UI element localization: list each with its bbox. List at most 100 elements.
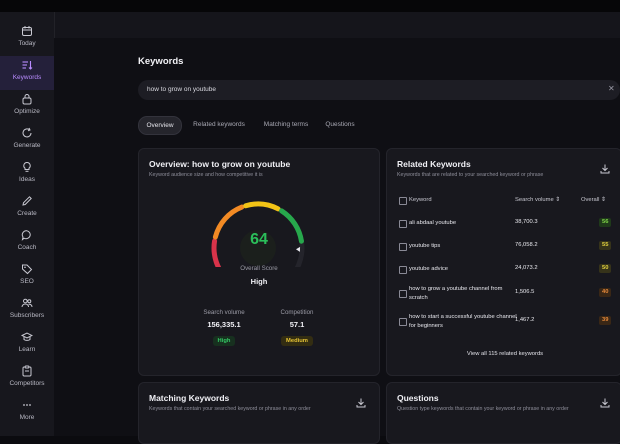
column-header-search-volume[interactable]: Search volume ⇕ <box>515 197 560 203</box>
sidebar-item-seo[interactable]: SEO <box>0 260 54 294</box>
sort-icon[interactable]: ⇕ <box>601 197 606 203</box>
keyword-cell[interactable]: ali abdaal youtube <box>409 220 457 226</box>
keyword-cell[interactable]: how to grow a youtube channel from scrat… <box>409 286 503 301</box>
page-title: Keywords <box>138 56 184 67</box>
sidebar-item-today[interactable]: Today <box>0 22 54 56</box>
lock-icon <box>22 94 32 105</box>
gauge-segment-yellow <box>211 201 305 267</box>
sidebar-item-label: More <box>19 414 35 421</box>
search-volume-label: Search volume <box>203 309 245 316</box>
overall-badge: 55 <box>599 240 612 250</box>
keyword-cell[interactable]: youtube tips <box>409 243 441 249</box>
overall-badge: 50 <box>599 263 612 273</box>
overview-subtitle: Keyword audience size and how competitiv… <box>149 172 263 178</box>
sidebar-item-generate[interactable]: Generate <box>0 124 54 158</box>
sidebar-item-coach[interactable]: Coach <box>0 226 54 260</box>
tab-questions[interactable]: Questions <box>325 121 355 128</box>
sidebar-item-subscribers[interactable]: Subscribers <box>0 294 54 328</box>
search-volume-stat: Search volume 156,335.1 High <box>189 309 259 347</box>
sidebar-item-label: Optimize <box>14 108 40 115</box>
sidebar-item-learn[interactable]: Learn <box>0 328 54 362</box>
sidebar-item-label: Generate <box>13 142 41 149</box>
main-content: Keywords how to grow on youtube ✕ Overvi… <box>54 38 620 444</box>
related-keywords-subtitle: Keywords that are related to your search… <box>397 172 544 178</box>
pencil-icon <box>22 196 32 206</box>
tab-overview[interactable]: Overview <box>138 116 182 135</box>
download-icon[interactable] <box>355 397 367 409</box>
questions-title: Questions <box>397 393 439 403</box>
overall-score-label: Overall Score <box>240 265 278 272</box>
sidebar-item-label: Subscribers <box>9 312 45 319</box>
sidebar-item-label: Today <box>18 40 36 47</box>
overview-title: Overview: how to grow on youtube <box>149 159 291 169</box>
row-checkbox[interactable] <box>399 318 407 326</box>
search-volume-badge: High <box>212 336 236 346</box>
sidebar-item-more[interactable]: More <box>0 396 54 430</box>
competition-label: Competition <box>280 309 314 316</box>
tab-matching-terms[interactable]: Matching terms <box>263 121 309 128</box>
overall-badge: 56 <box>599 217 612 227</box>
column-header-keyword[interactable]: Keyword <box>409 197 432 203</box>
column-header-overall[interactable]: Overall ⇕ <box>581 197 606 203</box>
row-checkbox[interactable] <box>399 243 407 251</box>
questions-subtitle: Question type keywords that contain your… <box>397 406 569 412</box>
dots-icon <box>23 404 31 406</box>
volume-cell: 1,506.5 <box>515 289 535 295</box>
sidebar-item-label: Ideas <box>19 176 35 183</box>
overview-card: Overview: how to grow on youtube Keyword… <box>138 148 380 376</box>
sidebar-item-label: Create <box>17 210 37 217</box>
view-all-related-button[interactable]: View all 115 related keywords <box>466 351 544 357</box>
sidebar-item-competitors[interactable]: Competitors <box>0 362 54 396</box>
search-input-value[interactable]: how to grow on youtube <box>147 86 217 93</box>
top-bar <box>54 12 620 38</box>
gauge-pointer <box>295 246 301 252</box>
competition-value: 57.1 <box>289 320 305 329</box>
matching-keywords-card: Matching Keywords Keywords that contain … <box>138 382 380 444</box>
calendar-icon <box>22 26 32 36</box>
volume-cell: 1,467.2 <box>515 317 535 323</box>
clipboard-icon <box>22 365 32 377</box>
chat-icon <box>21 230 31 241</box>
sidebar-item-label: SEO <box>20 278 34 285</box>
sort-icon[interactable]: ⇕ <box>555 197 561 203</box>
download-icon[interactable] <box>599 397 611 409</box>
sidebar: Today Keywords Optimize Generate Ideas C… <box>0 12 55 436</box>
sidebar-item-optimize[interactable]: Optimize <box>0 90 54 124</box>
download-icon[interactable] <box>599 163 611 175</box>
volume-cell: 24,073.2 <box>515 265 538 271</box>
column-header-label: Search volume <box>515 197 554 203</box>
tab-related-keywords[interactable]: Related keywords <box>193 121 245 128</box>
row-checkbox[interactable] <box>399 220 407 228</box>
overall-score-number: 64 <box>250 231 268 248</box>
overall-badge: 39 <box>599 315 612 325</box>
keyword-cell[interactable]: youtube advice <box>409 266 448 272</box>
close-icon[interactable]: ✕ <box>608 84 615 93</box>
tag-icon <box>22 264 33 275</box>
questions-card: Questions Question type keywords that co… <box>386 382 620 444</box>
row-checkbox[interactable] <box>399 290 407 298</box>
matching-keywords-title: Matching Keywords <box>149 393 230 403</box>
sidebar-item-label: Competitors <box>9 380 45 387</box>
column-header-label: Overall <box>581 197 600 203</box>
users-icon <box>21 298 33 308</box>
row-checkbox[interactable] <box>399 266 407 274</box>
refresh-icon <box>22 127 32 138</box>
search-input[interactable]: how to grow on youtube ✕ <box>138 80 620 100</box>
overall-badge: 40 <box>599 287 612 297</box>
competition-stat: Competition 57.1 Medium <box>263 309 331 347</box>
competition-badge: Medium <box>281 336 313 346</box>
related-keywords-title: Related Keywords <box>397 159 471 169</box>
keyword-cell[interactable]: how to start a successful youtube channe… <box>409 314 517 329</box>
matching-keywords-subtitle: Keywords that contain your searched keyw… <box>149 406 311 412</box>
sidebar-item-keywords[interactable]: Keywords <box>0 56 54 90</box>
volume-cell: 76,058.2 <box>515 242 538 248</box>
gauge-center <box>240 230 276 266</box>
sidebar-item-ideas[interactable]: Ideas <box>0 158 54 192</box>
volume-cell: 38,700.3 <box>515 219 538 225</box>
related-keywords-card: Related Keywords Keywords that are relat… <box>386 148 620 376</box>
select-all-checkbox[interactable] <box>399 197 407 205</box>
sidebar-item-label: Keywords <box>12 74 42 81</box>
window-top-strip <box>0 0 620 12</box>
sidebar-item-create[interactable]: Create <box>0 192 54 226</box>
